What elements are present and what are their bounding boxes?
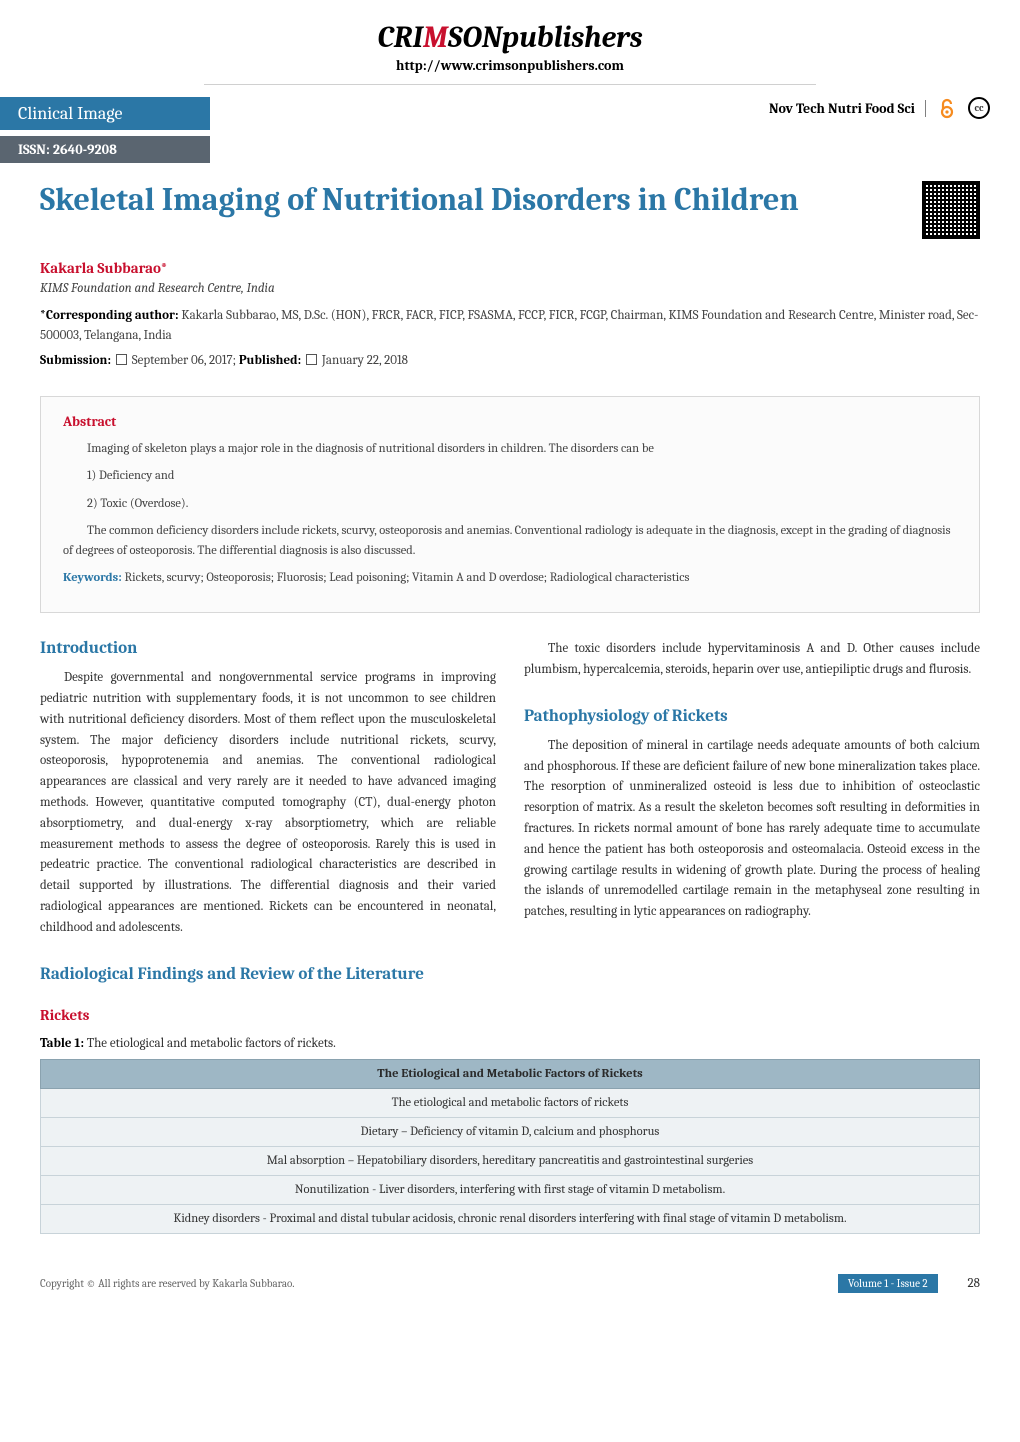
table-cell: Mal absorption – Hepatobiliary disorders… bbox=[41, 1146, 980, 1175]
issn-badge: ISSN: 2640-9208 bbox=[0, 136, 210, 163]
brand-header: CRIMSONpublishers http://www.crimsonpubl… bbox=[0, 0, 1020, 91]
table-cell: Nonutilization - Liver disorders, interf… bbox=[41, 1175, 980, 1204]
keywords-label: Keywords: bbox=[63, 571, 122, 585]
brand-prefix: CRI bbox=[377, 20, 423, 55]
author-name: Kakarla Subbarao* bbox=[40, 259, 980, 277]
table-row: Kidney disorders - Proximal and distal t… bbox=[41, 1204, 980, 1233]
intro-text-right-top: The toxic disorders include hypervitamin… bbox=[524, 639, 980, 681]
abstract-box: Abstract Imaging of skeleton plays a maj… bbox=[40, 396, 980, 613]
intro-text-left: Despite governmental and nongovernmental… bbox=[40, 668, 496, 938]
submission-label: Submission: bbox=[40, 353, 111, 368]
table-row: Dietary – Deficiency of vitamin D, calci… bbox=[41, 1117, 980, 1146]
main-content: Skeletal Imaging of Nutritional Disorder… bbox=[0, 181, 1020, 1234]
corresponding-author: *Corresponding author: Kakarla Subbarao,… bbox=[40, 306, 980, 345]
keywords-text: Rickets, scurvy; Osteoporosis; Fluorosis… bbox=[122, 571, 690, 585]
abstract-p3: 2) Toxic (Overdose). bbox=[63, 495, 957, 514]
brand-suffix: SONpublishers bbox=[448, 20, 643, 55]
page-footer: Copyright © All rights are reserved by K… bbox=[0, 1234, 1020, 1311]
table-cell: Kidney disorders - Proximal and distal t… bbox=[41, 1204, 980, 1233]
table-header-row: The Etiological and Metabolic Factors of… bbox=[41, 1059, 980, 1088]
abstract-p2: 1) Deficiency and bbox=[63, 467, 957, 486]
table-row: Mal absorption – Hepatobiliary disorders… bbox=[41, 1146, 980, 1175]
published-date: January 22, 2018 bbox=[319, 353, 408, 368]
brand-mid: M bbox=[423, 20, 448, 55]
badge-left: Clinical Image ISSN: 2640-9208 bbox=[0, 97, 210, 163]
cc-icon: cc bbox=[968, 97, 990, 119]
calendar-icon bbox=[116, 354, 127, 365]
abstract-p1: Imaging of skeleton plays a major role i… bbox=[63, 440, 957, 459]
table-caption: Table 1: The etiological and metabolic f… bbox=[40, 1036, 980, 1051]
page-number: 28 bbox=[968, 1276, 980, 1291]
table-caption-text: The etiological and metabolic factors of… bbox=[84, 1036, 336, 1051]
badge-row: Clinical Image ISSN: 2640-9208 Nov Tech … bbox=[0, 97, 1020, 163]
brand-divider bbox=[204, 84, 816, 85]
published-label: Published: bbox=[239, 353, 301, 368]
table-cell: Dietary – Deficiency of vitamin D, calci… bbox=[41, 1117, 980, 1146]
volume-badge: Volume 1 - Issue 2 bbox=[838, 1274, 938, 1293]
table-row: The etiological and metabolic factors of… bbox=[41, 1088, 980, 1117]
patho-text: The deposition of mineral in cartilage n… bbox=[524, 736, 980, 923]
clinical-image-badge: Clinical Image bbox=[0, 97, 210, 130]
title-row: Skeletal Imaging of Nutritional Disorder… bbox=[40, 181, 980, 239]
intro-columns: Introduction Despite governmental and no… bbox=[40, 613, 980, 1029]
table-row: Nonutilization - Liver disorders, interf… bbox=[41, 1175, 980, 1204]
abstract-keywords: Keywords: Rickets, scurvy; Osteoporosis;… bbox=[63, 569, 957, 588]
copyright-text: Copyright © All rights are reserved by K… bbox=[40, 1277, 295, 1290]
brand-title: CRIMSONpublishers bbox=[0, 20, 1020, 55]
brand-url[interactable]: http://www.crimsonpublishers.com bbox=[0, 57, 1020, 74]
article-title: Skeletal Imaging of Nutritional Disorder… bbox=[40, 181, 908, 218]
journal-name: Nov Tech Nutri Food Sci bbox=[769, 100, 926, 117]
table-cell: The etiological and metabolic factors of… bbox=[41, 1088, 980, 1117]
corresponding-label: *Corresponding author: bbox=[40, 308, 179, 323]
intro-heading: Introduction bbox=[40, 639, 496, 658]
badge-right: Nov Tech Nutri Food Sci cc bbox=[769, 97, 1020, 119]
author-affiliation: KIMS Foundation and Research Centre, Ind… bbox=[40, 281, 980, 296]
open-access-icon bbox=[936, 97, 958, 119]
qr-code-icon[interactable] bbox=[922, 181, 980, 239]
rickets-heading: Rickets bbox=[40, 1006, 496, 1024]
article-dates: Submission: September 06, 2017; Publishe… bbox=[40, 353, 980, 368]
abstract-p4: The common deficiency disorders include … bbox=[63, 522, 957, 561]
submission-date: September 06, 2017; bbox=[129, 353, 239, 368]
left-column: Introduction Despite governmental and no… bbox=[40, 613, 496, 1029]
calendar-icon bbox=[306, 354, 317, 365]
table-header: The Etiological and Metabolic Factors of… bbox=[41, 1059, 980, 1088]
abstract-heading: Abstract bbox=[63, 413, 957, 430]
right-column: The toxic disorders include hypervitamin… bbox=[524, 613, 980, 1029]
etiology-table: The Etiological and Metabolic Factors of… bbox=[40, 1059, 980, 1234]
patho-heading: Pathophysiology of Rickets bbox=[524, 707, 980, 726]
radio-heading: Radiological Findings and Review of the … bbox=[40, 965, 496, 984]
table-caption-label: Table 1: bbox=[40, 1036, 84, 1051]
corresponding-text: Kakarla Subbarao, MS, D.Sc. (HON), FRCR,… bbox=[40, 308, 978, 343]
